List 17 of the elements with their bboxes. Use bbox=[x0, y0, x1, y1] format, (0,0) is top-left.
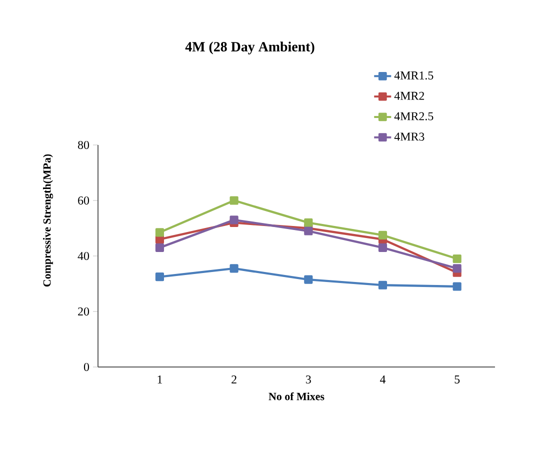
y-tick-label: 40 bbox=[78, 252, 90, 260]
x-tick-label: 5 bbox=[454, 376, 460, 384]
legend-label: 4MR1.5 bbox=[394, 71, 434, 80]
y-axis-title: Compressive Strength(MPa) bbox=[43, 154, 54, 287]
x-tick-label: 2 bbox=[232, 376, 236, 384]
x-tick-label: 4 bbox=[380, 376, 386, 384]
y-tick-label: 60 bbox=[78, 196, 90, 205]
x-axis-title: No of Mixes bbox=[268, 392, 324, 400]
x-tick-label: 1 bbox=[158, 376, 162, 384]
legend-label: 4MR2.5 bbox=[394, 112, 434, 120]
y-tick-label: 20 bbox=[78, 307, 90, 316]
legend-label: 4MR3 bbox=[394, 132, 424, 141]
legend-label: 4MR2 bbox=[394, 92, 424, 100]
y-tick-label: 0 bbox=[84, 362, 90, 372]
y-tick-label: 80 bbox=[78, 140, 90, 150]
x-tick-label: 3 bbox=[306, 376, 311, 384]
chart-title: 4M (28 Day Ambient) bbox=[185, 42, 314, 54]
